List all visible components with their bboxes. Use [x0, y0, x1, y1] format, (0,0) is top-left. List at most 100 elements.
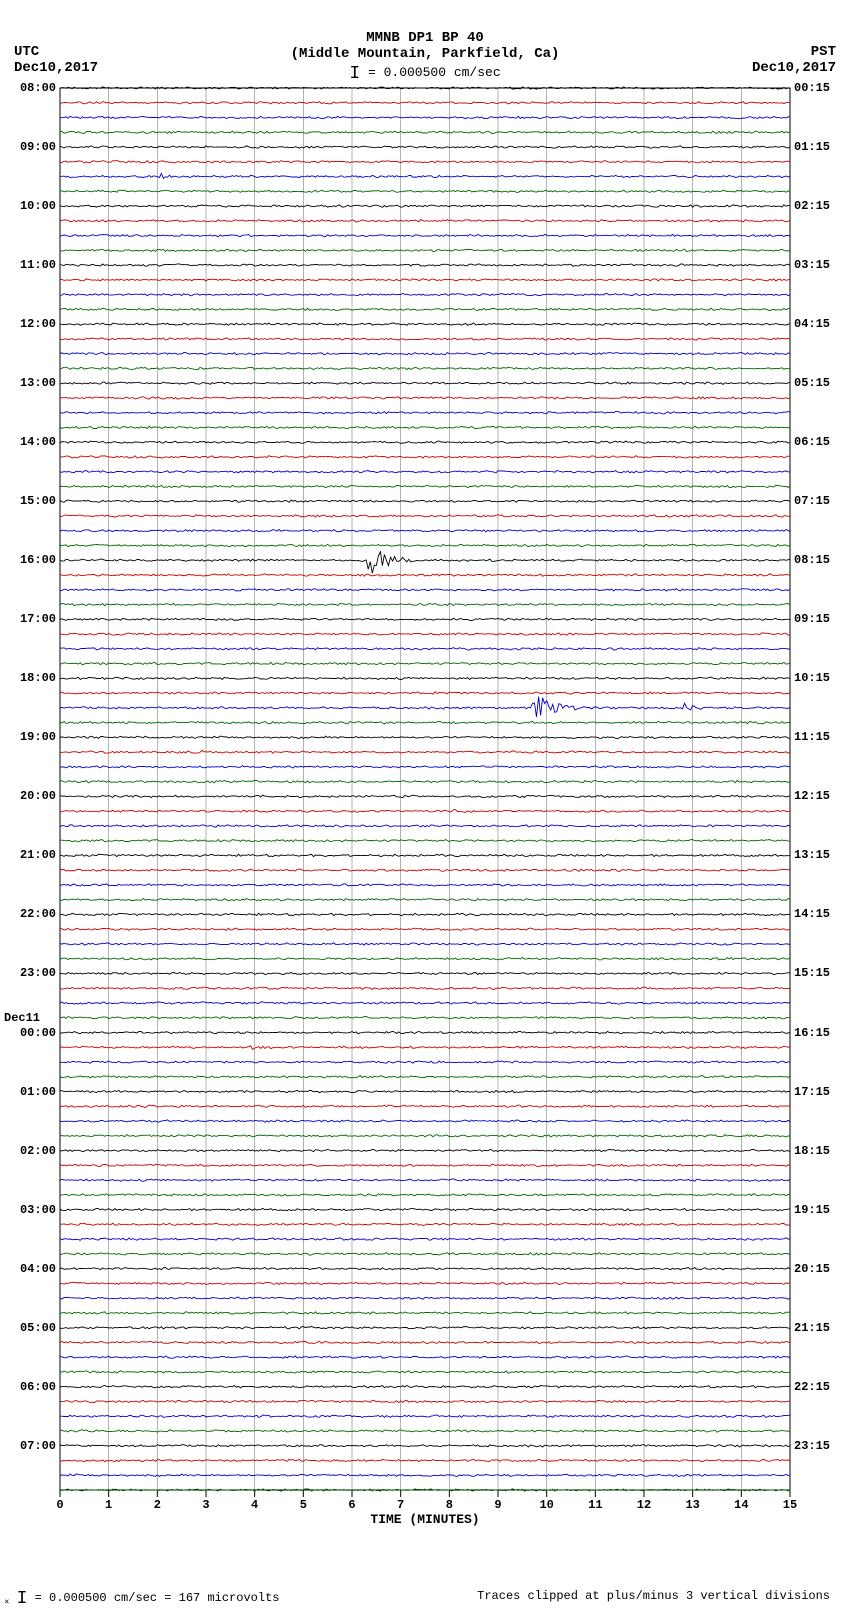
trace-row — [60, 131, 790, 134]
trace-row — [60, 662, 790, 665]
utc-time-label: 11:00 — [12, 258, 56, 272]
utc-time-label: 02:00 — [12, 1144, 56, 1158]
trace-row — [60, 1179, 790, 1182]
pst-time-label: 07:15 — [794, 494, 844, 508]
trace-row — [60, 1135, 790, 1137]
trace-row — [60, 1459, 790, 1461]
xaxis-tick-label: 10 — [539, 1498, 553, 1512]
trace-row — [60, 544, 790, 546]
trace-row — [60, 721, 790, 723]
xaxis-tick-label: 7 — [397, 1498, 404, 1512]
trace-row — [60, 1238, 790, 1240]
trace-row — [60, 1415, 790, 1417]
midnight-date-label: Dec11 — [4, 1011, 40, 1025]
xaxis-tick-label: 12 — [637, 1498, 651, 1512]
trace-row — [60, 1386, 790, 1388]
pst-time-label: 18:15 — [794, 1144, 844, 1158]
trace-row — [60, 552, 790, 574]
trace-row — [60, 353, 790, 355]
trace-row — [60, 869, 790, 871]
trace-row — [60, 1371, 790, 1374]
trace-row — [60, 839, 790, 842]
trace-row — [60, 205, 790, 208]
trace-row — [60, 736, 790, 738]
trace-row — [60, 633, 790, 635]
trace-row — [60, 264, 790, 266]
trace-row — [60, 367, 790, 369]
utc-time-label: 20:00 — [12, 789, 56, 803]
xaxis-title: TIME (MINUTES) — [0, 1512, 850, 1527]
utc-time-label: 01:00 — [12, 1085, 56, 1099]
trace-row — [60, 750, 790, 753]
trace-row — [60, 397, 790, 399]
utc-time-label: 08:00 — [12, 81, 56, 95]
trace-row — [60, 589, 790, 591]
utc-time-label: 04:00 — [12, 1262, 56, 1276]
utc-time-label: 13:00 — [12, 376, 56, 390]
trace-row — [60, 1267, 790, 1269]
xaxis-tick-label: 1 — [105, 1498, 112, 1512]
trace-row — [60, 102, 790, 104]
utc-time-label: 17:00 — [12, 612, 56, 626]
pst-time-label: 16:15 — [794, 1026, 844, 1040]
pst-time-label: 02:15 — [794, 199, 844, 213]
trace-row — [60, 456, 790, 458]
utc-time-label: 07:00 — [12, 1439, 56, 1453]
trace-row — [60, 884, 790, 886]
utc-time-label: 21:00 — [12, 848, 56, 862]
pst-time-label: 09:15 — [794, 612, 844, 626]
utc-time-label: 05:00 — [12, 1321, 56, 1335]
trace-row — [60, 795, 790, 798]
trace-row — [60, 1164, 790, 1166]
utc-time-label: 22:00 — [12, 907, 56, 921]
trace-row — [60, 1312, 790, 1314]
footer-right: Traces clipped at plus/minus 3 vertical … — [477, 1589, 830, 1603]
pst-time-label: 06:15 — [794, 435, 844, 449]
trace-row — [60, 677, 790, 679]
xaxis-tick-label: 15 — [783, 1498, 797, 1512]
trace-row — [60, 441, 790, 443]
trace-row — [60, 1061, 790, 1063]
xaxis-tick-label: 4 — [251, 1498, 258, 1512]
pst-time-label: 01:15 — [794, 140, 844, 154]
trace-row — [60, 618, 790, 620]
pst-time-label: 20:15 — [794, 1262, 844, 1276]
pst-time-label: 22:15 — [794, 1380, 844, 1394]
trace-row — [60, 279, 790, 281]
trace-row — [60, 1194, 790, 1196]
trace-row — [60, 810, 790, 813]
utc-time-label: 19:00 — [12, 730, 56, 744]
trace-row — [60, 174, 790, 179]
pst-time-label: 21:15 — [794, 1321, 844, 1335]
pst-time-label: 05:15 — [794, 376, 844, 390]
xaxis-tick-label: 13 — [685, 1498, 699, 1512]
xaxis-tick-label: 9 — [494, 1498, 501, 1512]
utc-time-label: 10:00 — [12, 199, 56, 213]
trace-row — [60, 1400, 790, 1403]
trace-row — [60, 249, 790, 251]
pst-time-label: 00:15 — [794, 81, 844, 95]
trace-row — [60, 1002, 790, 1004]
trace-row — [60, 1430, 790, 1432]
pst-time-label: 04:15 — [794, 317, 844, 331]
trace-row — [60, 1341, 790, 1343]
trace-row — [60, 1090, 790, 1092]
trace-row — [60, 854, 790, 856]
trace-row — [60, 190, 790, 192]
xaxis-tick-label: 6 — [348, 1498, 355, 1512]
pst-time-label: 19:15 — [794, 1203, 844, 1217]
helicorder-plot — [0, 0, 850, 1613]
trace-row — [60, 323, 790, 326]
trace-row — [60, 1076, 790, 1079]
trace-row — [60, 515, 790, 517]
trace-row — [60, 1326, 790, 1329]
pst-time-label: 15:15 — [794, 966, 844, 980]
pst-time-label: 08:15 — [794, 553, 844, 567]
trace-row — [60, 972, 790, 974]
utc-time-label: 15:00 — [12, 494, 56, 508]
trace-row — [60, 382, 790, 384]
pst-time-label: 14:15 — [794, 907, 844, 921]
pst-time-label: 10:15 — [794, 671, 844, 685]
trace-row — [60, 500, 790, 502]
trace-row — [60, 116, 790, 118]
